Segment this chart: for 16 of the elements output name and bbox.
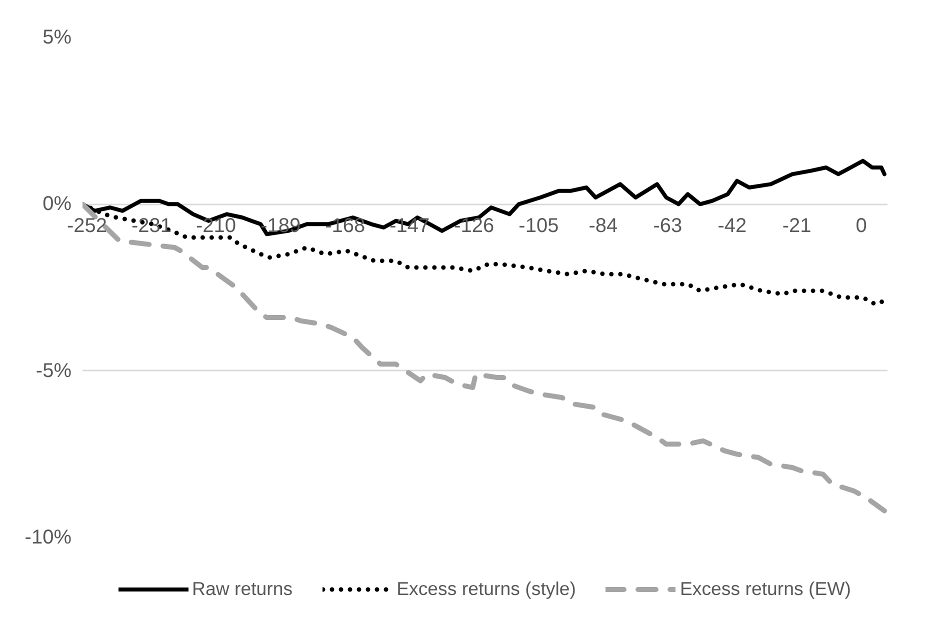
x-tick-label: -63 (653, 214, 682, 239)
legend-label: Raw returns (192, 578, 293, 600)
legend-label: Excess returns (style) (396, 578, 576, 600)
x-tick-label: -21 (782, 214, 812, 239)
x-tick-label: -126 (454, 214, 494, 239)
x-tick-label: -42 (718, 214, 747, 239)
y-tick-label: 0% (42, 193, 72, 216)
x-tick-label: -105 (518, 214, 559, 239)
x-tick-label: -210 (196, 214, 236, 239)
legend-label: Excess returns (EW) (680, 578, 851, 600)
y-tick-label: -5% (36, 360, 72, 382)
x-tick-label: 0 (856, 214, 867, 239)
y-tick-label: 5% (42, 26, 72, 48)
y-tick-label: -10% (24, 526, 72, 548)
x-tick-label: -84 (588, 214, 618, 239)
x-tick-label: -252 (66, 214, 108, 239)
